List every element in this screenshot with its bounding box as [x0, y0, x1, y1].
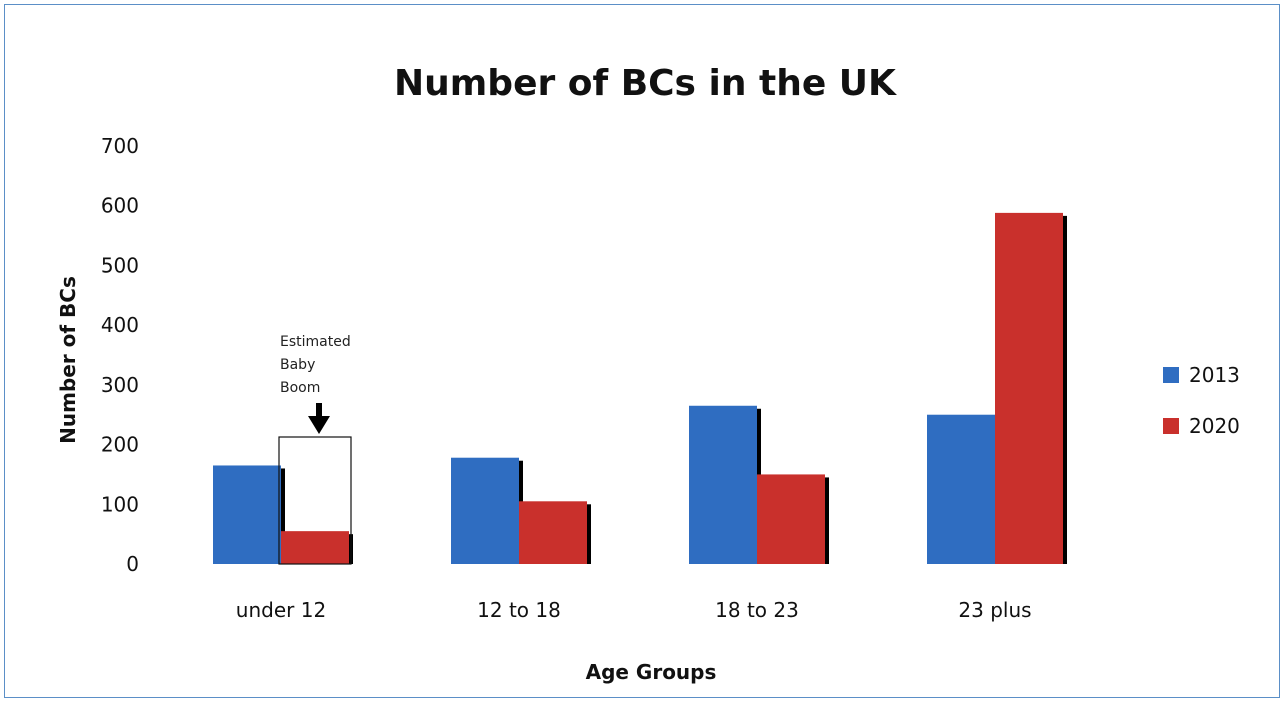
legend: 2013 2020	[1163, 363, 1240, 438]
bar-2013-23-plus	[927, 414, 995, 564]
y-tick-label: 700	[101, 134, 139, 158]
x-axis-ticks: under 12 12 to 18 18 to 23 23 plus	[236, 598, 1032, 622]
bar-2020-12-to-18	[519, 501, 587, 564]
y-axis-ticks: 0 100 200 300 400 500 600 700	[101, 134, 139, 576]
legend-label-2020: 2020	[1189, 414, 1240, 438]
y-tick-label: 400	[101, 313, 139, 337]
annotation-text: Baby	[280, 357, 315, 373]
y-tick-label: 100	[101, 492, 139, 516]
annotation-text: Boom	[280, 380, 320, 396]
x-tick-label: 18 to 23	[715, 598, 799, 622]
bar-2020-under-12	[281, 531, 349, 564]
chart-frame: Number of BCs in the UK Number of BCs Ag…	[4, 4, 1280, 698]
chart-svg: Number of BCs in the UK Number of BCs Ag…	[56, 63, 1240, 684]
x-tick-label: under 12	[236, 598, 326, 622]
y-tick-label: 200	[101, 433, 139, 457]
bar-2013-18-to-23	[689, 405, 757, 564]
chart-title: Number of BCs in the UK	[394, 63, 897, 104]
bars-group	[213, 212, 1067, 564]
bar-2013-under-12	[213, 465, 281, 564]
y-tick-label: 600	[101, 194, 139, 218]
legend-swatch-2013	[1163, 367, 1179, 383]
legend-swatch-2020	[1163, 418, 1179, 434]
bar-2020-23-plus	[995, 212, 1063, 564]
y-axis-title: Number of BCs	[56, 276, 80, 444]
annotation-group: Estimated Baby Boom	[278, 334, 352, 565]
annotation-arrow-stem	[316, 403, 322, 417]
y-tick-label: 300	[101, 373, 139, 397]
x-axis-title: Age Groups	[586, 660, 717, 684]
bar-2020-18-to-23	[757, 474, 825, 564]
bar-2013-12-to-18	[451, 457, 519, 564]
y-tick-label: 500	[101, 253, 139, 277]
x-tick-label: 12 to 18	[477, 598, 561, 622]
x-tick-label: 23 plus	[958, 598, 1031, 622]
annotation-text: Estimated	[280, 334, 351, 350]
annotation-box	[278, 436, 352, 565]
y-tick-label: 0	[126, 552, 139, 576]
annotation-arrow-head	[308, 416, 330, 434]
legend-label-2013: 2013	[1189, 363, 1240, 387]
